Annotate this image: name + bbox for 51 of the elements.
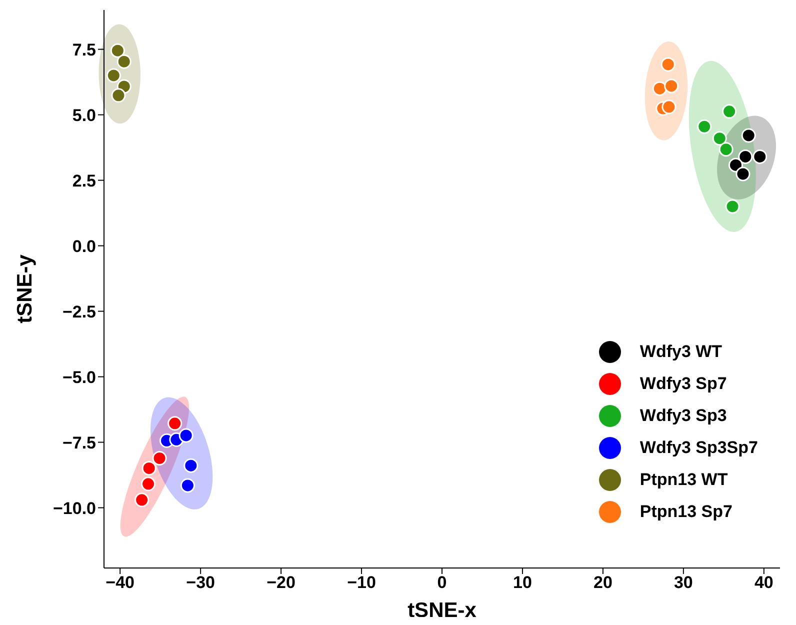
point xyxy=(741,128,756,143)
legend-label: Wdfy3 Sp7 xyxy=(640,374,727,394)
point xyxy=(728,158,743,172)
point xyxy=(725,199,740,214)
point xyxy=(116,54,132,69)
point xyxy=(134,492,150,508)
point xyxy=(752,149,768,164)
point xyxy=(697,119,712,134)
legend-label: Wdfy3 Sp3 xyxy=(640,406,727,426)
point xyxy=(152,450,167,466)
y-tick-label: 7.5 xyxy=(72,40,96,60)
x-tick-label: 0 xyxy=(437,573,447,592)
y-tick-label: 5.0 xyxy=(72,106,96,125)
y-tick-label: 0.0 xyxy=(72,236,96,256)
point xyxy=(652,81,667,96)
point xyxy=(722,104,737,119)
x-tick-label: −20 xyxy=(266,573,296,592)
legend-label: Ptpn13 WT xyxy=(640,470,728,490)
point xyxy=(111,88,126,103)
legend-label: Ptpn13 Sp7 xyxy=(640,502,732,522)
y-tick-label: 2.5 xyxy=(72,171,96,190)
x-tick-label: −40 xyxy=(106,573,135,592)
point xyxy=(110,43,125,58)
point xyxy=(168,416,182,431)
point xyxy=(141,476,156,492)
x-tick-label: −10 xyxy=(347,573,376,592)
point xyxy=(712,131,727,146)
point xyxy=(718,142,734,157)
x-tick-label: 40 xyxy=(754,573,774,592)
x-tick-label: 30 xyxy=(674,573,693,592)
x-tick-label: −30 xyxy=(186,573,215,592)
y-tick-label: −7.5 xyxy=(62,433,96,452)
point xyxy=(184,458,198,473)
legend-label: Wdfy3 Sp3Sp7 xyxy=(640,438,758,458)
x-axis-title: tSNE-x xyxy=(408,599,477,622)
point xyxy=(178,428,194,443)
point xyxy=(736,166,750,182)
point xyxy=(106,68,121,83)
point xyxy=(180,478,195,493)
y-tick-label: −2.5 xyxy=(62,302,96,322)
y-tick-label: −10.0 xyxy=(52,498,96,518)
legend-label: Wdfy3 WT xyxy=(640,342,722,362)
point xyxy=(660,57,676,72)
point xyxy=(664,78,679,94)
point xyxy=(662,100,676,114)
y-axis-title: tSNE-y xyxy=(13,254,36,324)
point xyxy=(738,149,753,164)
x-tick-label: 20 xyxy=(593,573,612,592)
x-tick-label: 10 xyxy=(513,573,532,592)
point xyxy=(142,460,156,476)
y-tick-label: −5.0 xyxy=(62,368,96,387)
